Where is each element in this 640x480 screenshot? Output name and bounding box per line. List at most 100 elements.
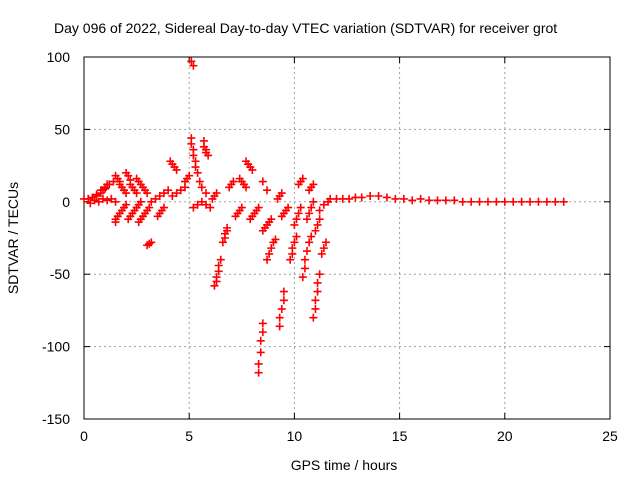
- data-point: [492, 197, 501, 206]
- data-point: [132, 189, 141, 198]
- data-point: [258, 177, 267, 186]
- data-point: [309, 197, 318, 206]
- data-point: [298, 273, 307, 282]
- data-point: [309, 180, 318, 189]
- data-point: [168, 192, 177, 201]
- data-point: [290, 238, 299, 247]
- data-point: [303, 215, 312, 224]
- data-point: [292, 232, 301, 241]
- data-point: [197, 183, 206, 192]
- data-point: [509, 197, 518, 206]
- chart-title: Day 096 of 2022, Sidereal Day-to-day VTE…: [54, 20, 557, 36]
- data-point: [94, 197, 103, 206]
- data-point: [467, 197, 476, 206]
- data-point: [151, 194, 160, 203]
- data-point: [84, 194, 93, 203]
- data-point: [256, 348, 265, 357]
- y-tick-label: -100: [42, 339, 70, 355]
- data-point: [311, 296, 320, 305]
- data-point: [229, 177, 238, 186]
- data-point: [159, 203, 168, 212]
- data-point: [321, 238, 330, 247]
- data-point: [500, 197, 509, 206]
- data-point: [256, 336, 265, 345]
- data-point: [366, 192, 375, 201]
- data-point: [92, 190, 101, 199]
- data-point: [315, 206, 324, 215]
- data-point: [172, 165, 181, 174]
- data-point: [202, 189, 211, 198]
- data-point: [122, 200, 131, 209]
- data-point: [101, 184, 110, 193]
- data-point: [267, 244, 276, 253]
- data-point: [214, 261, 223, 270]
- data-point: [248, 165, 257, 174]
- data-point: [483, 197, 492, 206]
- data-point: [237, 203, 246, 212]
- y-tick-label: 0: [62, 194, 70, 210]
- data-point: [313, 220, 322, 229]
- data-point: [122, 189, 131, 198]
- data-point: [300, 255, 309, 264]
- data-point: [212, 273, 221, 282]
- data-point: [399, 194, 408, 203]
- data-point: [279, 296, 288, 305]
- data-point: [313, 278, 322, 287]
- tick-layer: 0 5 10 15 20 25 100 50 0 -50 -100 -150: [42, 49, 618, 444]
- data-point: [408, 196, 417, 205]
- data-point: [307, 232, 316, 241]
- grid-layer: [84, 57, 610, 419]
- data-point: [204, 151, 213, 160]
- y-axis-label: SDTVAR / TECUs: [5, 182, 21, 294]
- data-point: [202, 200, 211, 209]
- data-point: [147, 197, 156, 206]
- data-point: [277, 304, 286, 313]
- data-point: [313, 287, 322, 296]
- data-point: [315, 215, 324, 224]
- data-point: [305, 209, 314, 218]
- points-layer: [80, 57, 568, 377]
- data-point: [416, 194, 425, 203]
- data-point: [218, 238, 227, 247]
- data-point: [206, 203, 215, 212]
- data-point: [271, 235, 280, 244]
- data-point: [433, 196, 442, 205]
- data-point: [90, 196, 99, 205]
- data-point: [425, 196, 434, 205]
- data-point: [98, 194, 107, 203]
- data-point: [216, 255, 225, 264]
- data-point: [542, 197, 551, 206]
- data-point: [292, 215, 301, 224]
- data-point: [307, 203, 316, 212]
- data-point: [317, 249, 326, 258]
- data-point: [124, 171, 133, 180]
- data-point: [96, 186, 105, 195]
- data-point: [189, 203, 198, 212]
- data-point: [143, 189, 152, 198]
- x-tick-label: 15: [392, 428, 408, 444]
- data-point: [284, 203, 293, 212]
- data-point: [197, 197, 206, 206]
- data-point: [187, 139, 196, 148]
- y-tick-label: -150: [42, 411, 70, 427]
- data-point: [319, 200, 328, 209]
- data-point: [164, 186, 173, 195]
- data-point: [189, 61, 198, 70]
- data-point: [315, 270, 324, 279]
- data-point: [103, 196, 112, 205]
- data-point: [155, 192, 164, 201]
- data-point: [526, 197, 535, 206]
- x-axis-label: GPS time / hours: [291, 457, 398, 473]
- data-point: [277, 189, 286, 198]
- data-point: [187, 57, 196, 66]
- data-point: [254, 359, 263, 368]
- data-point: [294, 209, 303, 218]
- data-point: [303, 247, 312, 256]
- data-point: [311, 226, 320, 235]
- data-point: [258, 328, 267, 337]
- data-point: [242, 183, 251, 192]
- y-tick-label: 50: [54, 121, 70, 137]
- data-point: [210, 281, 219, 290]
- y-tick-label: 100: [47, 49, 71, 65]
- data-point: [345, 194, 354, 203]
